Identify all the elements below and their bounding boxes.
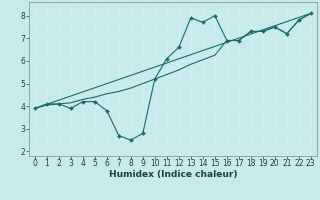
X-axis label: Humidex (Indice chaleur): Humidex (Indice chaleur) [108,170,237,179]
